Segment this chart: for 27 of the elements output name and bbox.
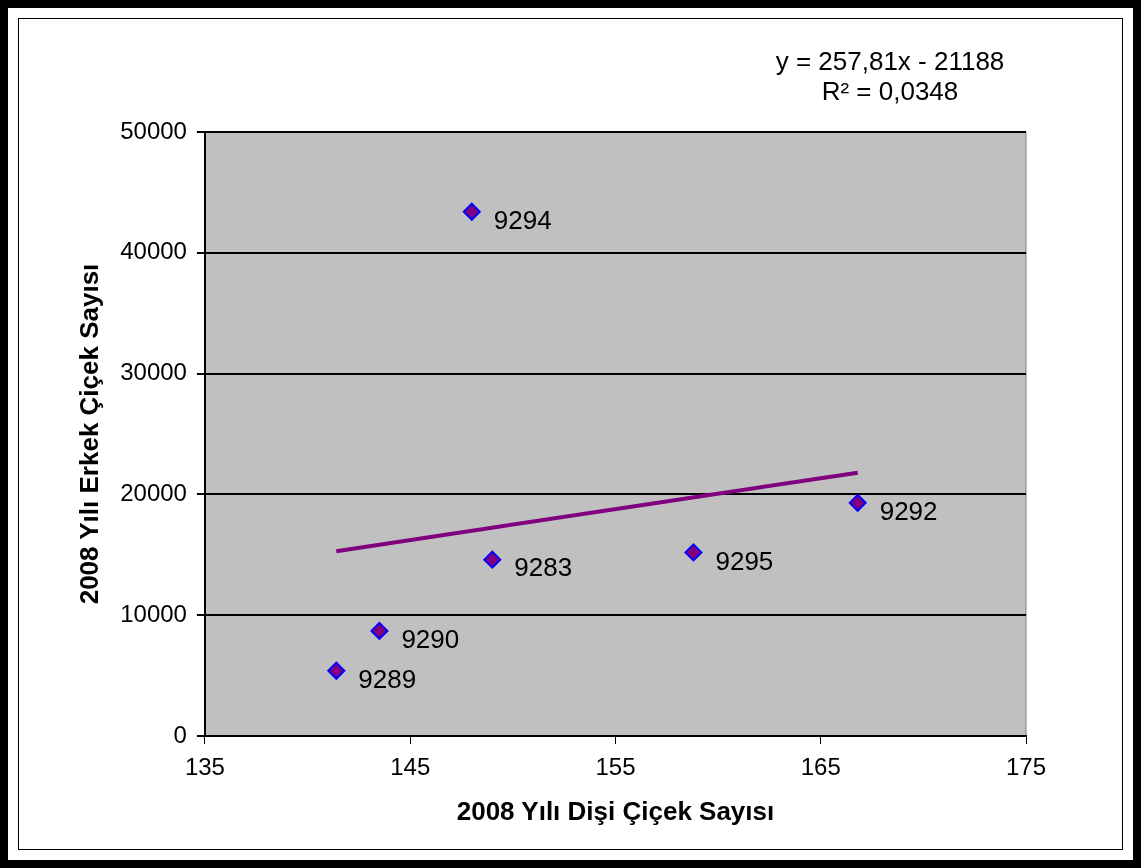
x-tick-label: 175 — [1005, 753, 1047, 781]
annotation: 9292 — [879, 496, 938, 527]
x-tick-label: 145 — [390, 753, 431, 781]
x-tick-label: 155 — [595, 753, 636, 781]
annotation: 9294 — [493, 204, 552, 235]
text: y = 257,81x - 21188 — [775, 46, 1005, 77]
point — [462, 202, 481, 221]
x-tick-label: 135 — [184, 753, 225, 781]
y-tick-label: 10000 — [120, 599, 187, 627]
x-axis-title: 2008 Yılı Dişi Çiçek Sayısı — [456, 795, 775, 826]
y-tick-label: 30000 — [120, 358, 187, 386]
point — [684, 543, 703, 562]
y-tick-label: 0 — [173, 720, 187, 748]
text: R² = 0,0348 — [821, 76, 959, 107]
annotation: 9283 — [514, 552, 573, 583]
y-tick-label: 50000 — [120, 116, 187, 144]
annotation: 9289 — [358, 664, 417, 695]
point — [327, 661, 346, 680]
y-axis-title: 2008 Yılı Erkek Çiçek Sayısı — [73, 263, 104, 605]
y-tick-label: 20000 — [120, 479, 187, 507]
annotation: 9290 — [401, 624, 460, 655]
x-tick-label: 165 — [800, 753, 841, 781]
point — [848, 493, 867, 512]
point — [483, 550, 502, 569]
y-tick-label: 40000 — [120, 237, 187, 265]
annotation: 9295 — [715, 546, 774, 577]
point — [370, 621, 389, 640]
